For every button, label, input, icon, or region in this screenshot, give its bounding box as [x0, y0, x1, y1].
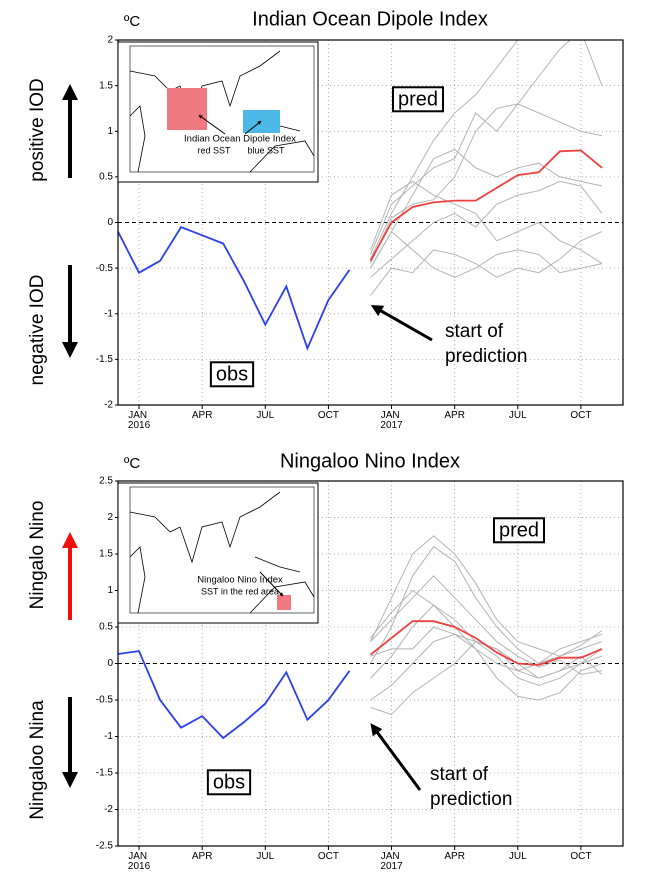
series-group: [118, 535, 603, 740]
y-tick-label: 2: [107, 512, 113, 523]
series-label-box: [391, 86, 445, 113]
unit-label: ºC: [124, 455, 140, 472]
panel: Indian Ocean Dipole Index ºC JAN 2016 APR JU…: [27, 8, 624, 431]
y-tick-label: -1.5: [96, 768, 114, 779]
ensemble-line: [370, 148, 603, 269]
x-tick-label: JUL: [509, 410, 527, 421]
y-tick-label: 1.5: [99, 80, 113, 91]
ensemble-line: [370, 180, 603, 278]
line-pred: [369, 149, 603, 262]
x-tick-label: JUL: [509, 851, 527, 862]
inset-label: blue SST: [247, 145, 285, 155]
ensemble-line: [370, 546, 603, 665]
inset-map: [129, 486, 315, 614]
x-tick-label: OCT: [570, 851, 591, 862]
y-tick-label: -0.5: [96, 263, 114, 274]
series-label: obs: [216, 363, 248, 385]
series-label: obs: [213, 771, 245, 793]
x-tick-label: JUL: [256, 410, 274, 421]
x-tick-label: JAN 2017: [380, 851, 403, 872]
y-tick-label: 0.5: [99, 622, 113, 633]
line-obs: [118, 225, 351, 351]
ensemble-line: [370, 230, 603, 278]
x-tick-label: JAN 2016: [128, 410, 151, 431]
y-tick-label: 0: [107, 217, 113, 228]
y-tick-label: -1: [104, 731, 113, 742]
note-text: prediction: [430, 789, 512, 810]
x-tick-label: OCT: [570, 410, 591, 421]
chart-title: Indian Ocean Dipole Index: [252, 8, 488, 30]
x-tick-label: OCT: [318, 410, 339, 421]
series-label-box: [209, 361, 255, 388]
upper-label: positive IOD: [27, 78, 48, 181]
ensemble-line: [370, 535, 603, 657]
ensemble-line: [370, 575, 603, 676]
inset-arrow: [244, 120, 262, 135]
y-tick-label: -2: [104, 400, 113, 411]
ensemble-line: [370, 231, 603, 296]
plot-frame: [117, 39, 624, 406]
x-tick-label: APR: [444, 851, 465, 862]
line-obs: [118, 650, 351, 740]
x-tick-label: JUL: [256, 851, 274, 862]
panel: Ningaloo Nino Index ºC JAN 2016 APR JUL OCT JA…: [27, 450, 624, 872]
x-tick-label: APR: [192, 410, 213, 421]
y-tick-label: 0.5: [99, 172, 113, 183]
coastline: [129, 50, 315, 173]
y-tick-label: 2: [107, 35, 113, 46]
series-group: [118, 40, 603, 351]
note-arrow: [370, 305, 433, 342]
unit-label: ºC: [124, 13, 140, 30]
lower-label: negative IOD: [27, 275, 48, 386]
region-west: [167, 88, 207, 130]
y-tick-label: 2.5: [99, 476, 113, 487]
inset-label: red SST: [197, 145, 231, 155]
chart-title: Ningaloo Nino Index: [280, 450, 460, 472]
y-tick-label: 1: [107, 126, 113, 137]
y-tick-label: -0.5: [96, 695, 114, 706]
ensemble-line: [370, 589, 603, 686]
inset-title: Ningaloo Nino Index: [197, 575, 283, 586]
x-tick-label: JAN 2017: [380, 410, 403, 431]
inset-arrow: [259, 571, 284, 597]
note-text: start of: [430, 764, 489, 785]
y-tick-label: 1.5: [99, 549, 113, 560]
y-tick-label: -1.5: [96, 354, 114, 365]
y-tick-label: -1: [104, 308, 113, 319]
upper-label: Ningalo Nino: [27, 501, 48, 610]
x-tick-label: OCT: [318, 851, 339, 862]
plot-frame: [117, 480, 624, 847]
x-tick-label: APR: [192, 851, 213, 862]
series-label: pred: [398, 88, 438, 110]
inset-frame: [117, 41, 319, 183]
inset-arrow: [198, 114, 226, 135]
note-text: prediction: [445, 346, 527, 367]
y-tick-label: 0: [107, 658, 113, 669]
y-tick-label: 1: [107, 585, 113, 596]
coastline: [129, 491, 315, 614]
ensemble-line: [370, 180, 603, 265]
region: [277, 595, 291, 610]
inset-label: SST in the red area: [201, 586, 279, 596]
y-tick-label: -2: [104, 804, 113, 815]
series-label-box: [206, 769, 252, 796]
note-text: start of: [445, 321, 504, 342]
ensemble-line: [370, 633, 603, 701]
ensemble-line: [370, 604, 603, 679]
x-tick-label: JAN 2016: [128, 851, 151, 872]
region-east: [243, 110, 280, 133]
inset-map: [129, 45, 315, 173]
lower-label: Ningaloo Nina: [27, 700, 48, 820]
ensemble-line: [370, 103, 603, 255]
y-tick-label: -2.5: [96, 841, 114, 852]
series-label-box: [492, 517, 546, 544]
line-pred: [369, 620, 603, 666]
x-tick-label: APR: [444, 410, 465, 421]
note-arrow: [370, 723, 422, 791]
inset-title: Indian Ocean Dipole Index: [184, 134, 296, 145]
series-label: pred: [499, 519, 539, 541]
ensemble-line: [370, 40, 603, 264]
ensemble-line: [370, 40, 519, 260]
